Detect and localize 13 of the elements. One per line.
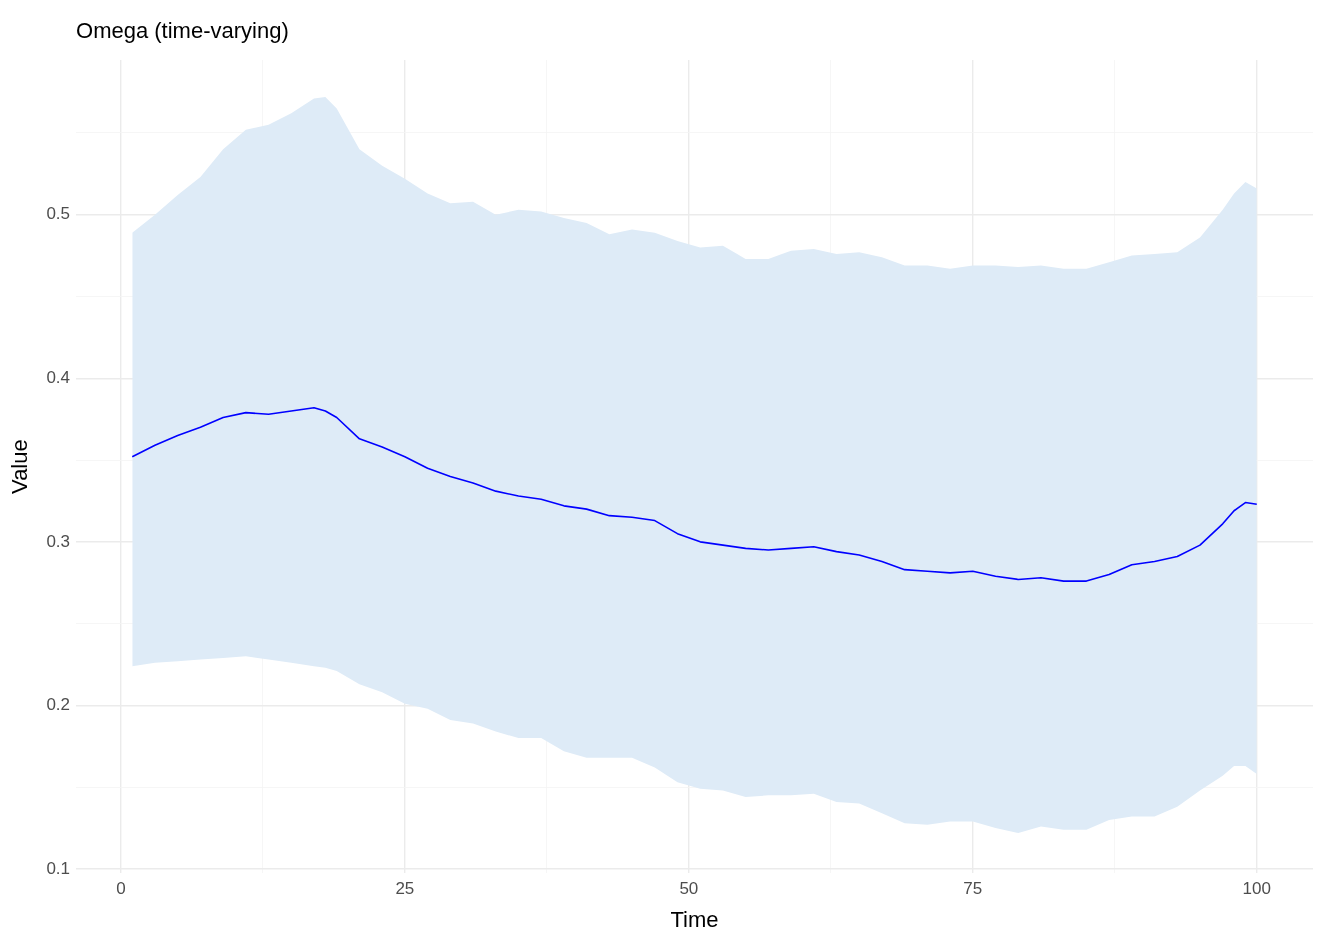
x-axis-title: Time [670,906,719,932]
y-tick-label: 0.2 [46,695,71,715]
x-tick-label: 100 [1242,879,1271,899]
y-tick-label: 0.4 [46,367,71,387]
chart-title: Omega (time-varying) [76,18,289,43]
y-tick-label: 0.1 [46,858,71,878]
y-axis-title: Value [7,439,33,494]
x-tick-label: 75 [963,879,983,899]
x-tick-label: 0 [116,879,126,899]
y-tick-label: 0.3 [46,531,71,551]
x-tick-label: 25 [395,879,415,899]
y-tick-label: 0.5 [46,204,71,224]
x-tick-label: 50 [679,879,699,899]
